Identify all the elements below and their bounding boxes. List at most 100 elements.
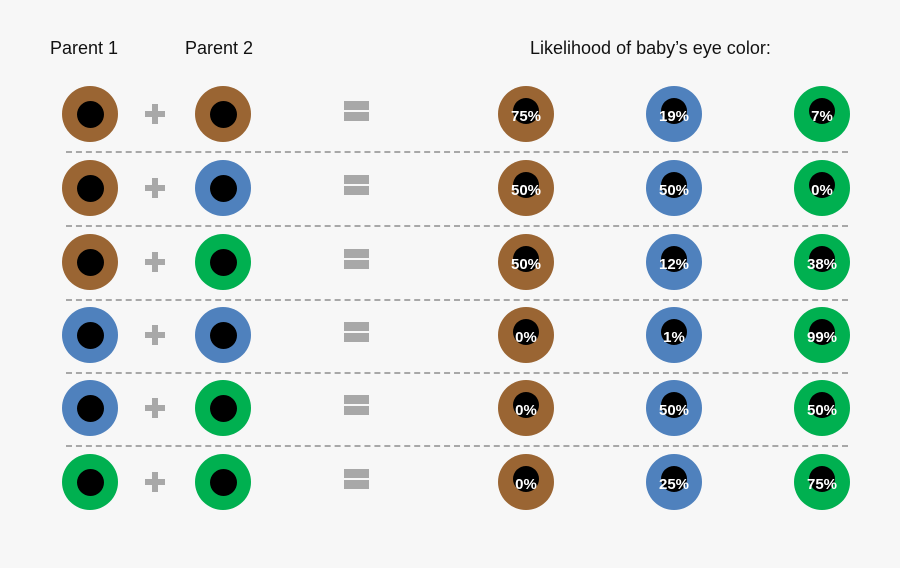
child-eye-blue-icon: 1% [646, 307, 702, 363]
pupil-icon [513, 319, 539, 345]
child-eye-brown-icon: 0% [498, 307, 554, 363]
pupil-icon [76, 468, 104, 496]
pupil-icon [209, 174, 237, 202]
pupil-icon [661, 172, 687, 198]
plus-icon [145, 398, 165, 418]
probability-label: 0% [515, 476, 537, 493]
child-eye-green-icon: 0% [794, 160, 850, 216]
pupil-icon [809, 246, 835, 272]
probability-label: 0% [515, 402, 537, 419]
probability-label: 75% [806, 476, 838, 493]
probability-label: 75% [510, 108, 542, 125]
plus-icon [145, 178, 165, 198]
row-divider [66, 372, 848, 374]
combination-row: 75% 19% 7% [0, 77, 900, 151]
equals-icon [344, 395, 369, 415]
probability-label: 1% [663, 329, 685, 346]
probability-label: 99% [806, 329, 838, 346]
pupil-icon [209, 394, 237, 422]
parent2-eye-blue-icon [195, 307, 251, 363]
parent1-eye-green-icon [62, 454, 118, 510]
parent2-eye-blue-icon [195, 160, 251, 216]
pupil-icon [661, 319, 687, 345]
pupil-icon [209, 321, 237, 349]
probability-label: 19% [658, 108, 690, 125]
child-eye-green-icon: 50% [794, 380, 850, 436]
pupil-icon [209, 248, 237, 276]
parent2-header: Parent 2 [185, 38, 254, 58]
pupil-icon [809, 392, 835, 418]
pupil-icon [513, 172, 539, 198]
probability-label: 25% [658, 476, 690, 493]
child-eye-brown-icon: 50% [498, 160, 554, 216]
combination-row: 50% 50% 0% [0, 151, 900, 225]
pupil-icon [513, 392, 539, 418]
parent1-eye-blue-icon [62, 307, 118, 363]
pupil-icon [76, 321, 104, 349]
parent1-eye-brown-icon [62, 160, 118, 216]
parent1-eye-brown-icon [62, 234, 118, 290]
equals-icon [344, 175, 369, 195]
pupil-icon [76, 100, 104, 128]
child-eye-brown-icon: 0% [498, 454, 554, 510]
pupil-icon [809, 172, 835, 198]
pupil-icon [661, 392, 687, 418]
row-divider [66, 225, 848, 227]
row-divider [66, 299, 848, 301]
row-divider [66, 445, 848, 447]
child-eye-green-icon: 75% [794, 454, 850, 510]
probability-label: 12% [658, 256, 690, 273]
child-eye-green-icon: 99% [794, 307, 850, 363]
combination-row: 0% 50% 50% [0, 371, 900, 445]
likelihood-header: Likelihood of baby’s eye color: [530, 38, 771, 58]
probability-label: 50% [806, 402, 838, 419]
child-eye-blue-icon: 25% [646, 454, 702, 510]
pupil-icon [513, 466, 539, 492]
probability-label: 0% [811, 182, 833, 199]
probability-label: 50% [510, 256, 542, 273]
child-eye-brown-icon: 0% [498, 380, 554, 436]
pupil-icon [209, 468, 237, 496]
plus-icon [145, 325, 165, 345]
plus-icon [145, 104, 165, 124]
equals-icon [344, 469, 369, 489]
probability-label: 50% [658, 182, 690, 199]
pupil-icon [661, 466, 687, 492]
pupil-icon [513, 246, 539, 272]
plus-icon [145, 252, 165, 272]
pupil-icon [209, 100, 237, 128]
pupil-icon [661, 246, 687, 272]
parent1-eye-brown-icon [62, 86, 118, 142]
probability-label: 50% [510, 182, 542, 199]
pupil-icon [76, 394, 104, 422]
parent2-eye-brown-icon [195, 86, 251, 142]
pupil-icon [661, 98, 687, 124]
child-eye-green-icon: 38% [794, 234, 850, 290]
parent1-eye-blue-icon [62, 380, 118, 436]
probability-label: 38% [806, 256, 838, 273]
child-eye-blue-icon: 50% [646, 160, 702, 216]
child-eye-blue-icon: 12% [646, 234, 702, 290]
combination-row: 0% 1% 99% [0, 298, 900, 372]
equals-icon [344, 249, 369, 269]
equals-icon [344, 101, 369, 121]
pupil-icon [809, 466, 835, 492]
combination-row: 0% 25% 75% [0, 445, 900, 519]
parent2-eye-green-icon [195, 454, 251, 510]
parent2-eye-green-icon [195, 234, 251, 290]
child-eye-brown-icon: 75% [498, 86, 554, 142]
pupil-icon [76, 174, 104, 202]
probability-label: 7% [811, 108, 833, 125]
child-eye-brown-icon: 50% [498, 234, 554, 290]
row-divider [66, 151, 848, 153]
parent1-header: Parent 1 [50, 38, 119, 58]
child-eye-blue-icon: 19% [646, 86, 702, 142]
pupil-icon [513, 98, 539, 124]
plus-icon [145, 472, 165, 492]
pupil-icon [76, 248, 104, 276]
probability-label: 50% [658, 402, 690, 419]
pupil-icon [809, 98, 835, 124]
equals-icon [344, 322, 369, 342]
child-eye-blue-icon: 50% [646, 380, 702, 436]
parent2-eye-green-icon [195, 380, 251, 436]
